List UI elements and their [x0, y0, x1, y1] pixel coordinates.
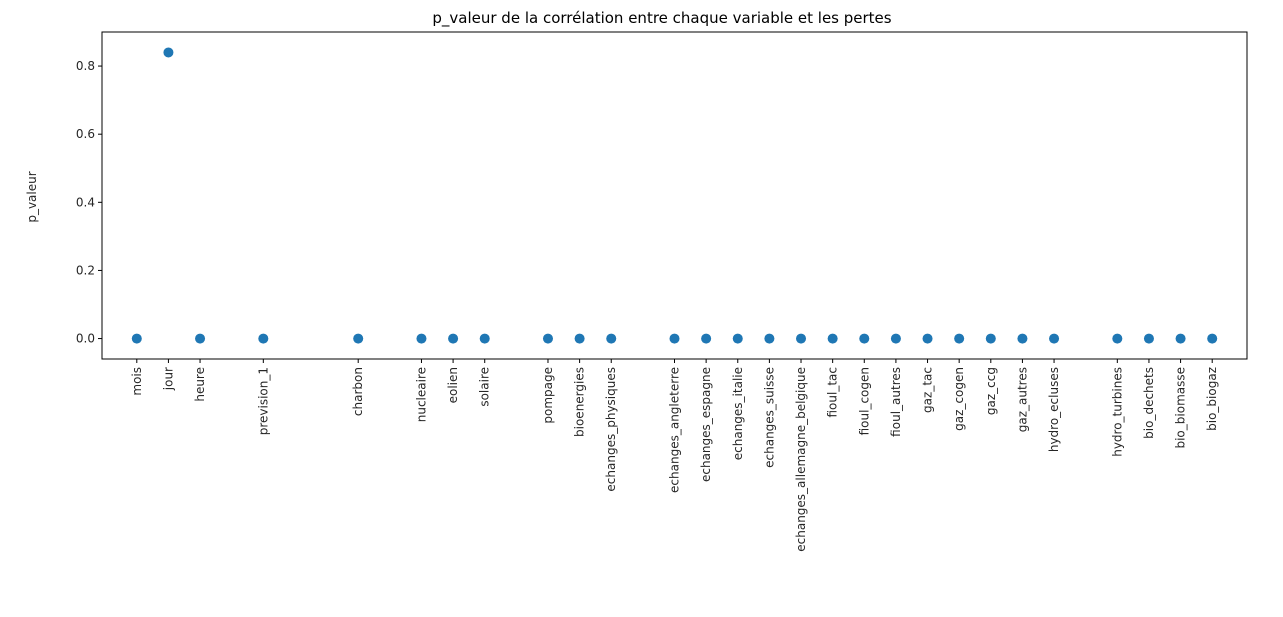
x-tick-label: fioul_cogen	[857, 367, 871, 435]
data-point-gaz-tac	[922, 333, 933, 344]
x-tick-label: echanges_suisse	[762, 367, 776, 468]
y-axis-label: p_valeur	[25, 171, 39, 222]
data-point-echanges-allemagne-belgique	[796, 333, 807, 344]
data-point-bio-biogaz	[1207, 333, 1218, 344]
y-tick-label: 0.0	[76, 332, 95, 346]
data-point-solaire	[479, 333, 490, 344]
data-point-nucleaire	[416, 333, 427, 344]
data-points	[131, 47, 1218, 344]
y-tick-label: 0.8	[76, 59, 95, 73]
x-tick-label: echanges_espagne	[699, 367, 713, 482]
data-point-hydro-ecluses	[1049, 333, 1060, 344]
x-tick-label: gaz_tac	[921, 367, 935, 413]
x-tick-label: pompage	[541, 367, 555, 424]
data-point-prevision-1	[258, 333, 269, 344]
plot-area-frame	[101, 31, 1248, 360]
x-tick-label: fioul_autres	[889, 367, 903, 437]
x-tick-label: prevision_1	[256, 367, 270, 435]
data-point-gaz-autres	[1017, 333, 1028, 344]
data-point-echanges-physiques	[606, 333, 617, 344]
x-tick-label: mois	[130, 367, 144, 396]
chart-title: p_valeur de la corrélation entre chaque …	[432, 9, 891, 28]
data-point-fioul-tac	[827, 333, 838, 344]
x-tick-label: bio_dechets	[1142, 367, 1156, 439]
data-point-eolien	[448, 333, 459, 344]
data-point-bio-biomasse	[1175, 333, 1186, 344]
data-point-echanges-suisse	[764, 333, 775, 344]
x-tick-label: solaire	[478, 367, 492, 407]
data-point-bioenergies	[574, 333, 585, 344]
x-tick-label: hydro_ecluses	[1047, 367, 1061, 452]
x-tick-label: echanges_allemagne_belgique	[794, 367, 808, 552]
data-point-fioul-cogen	[859, 333, 870, 344]
x-tick-label: echanges_angleterre	[668, 367, 682, 493]
y-tick-label: 0.6	[76, 127, 95, 141]
x-tick-label: gaz_ccg	[984, 367, 998, 415]
data-point-pompage	[542, 333, 553, 344]
x-tick-label: bioenergies	[573, 367, 587, 437]
x-tick-label: bio_biomasse	[1174, 367, 1188, 449]
x-tick-label: hydro_turbines	[1110, 367, 1124, 457]
x-tick-label: bio_biogaz	[1205, 367, 1219, 431]
data-point-charbon	[353, 333, 364, 344]
data-point-jour	[163, 47, 174, 58]
x-tick-label: echanges_italie	[731, 367, 745, 460]
y-tick-label: 0.4	[76, 195, 95, 209]
y-tick-label: 0.2	[76, 263, 95, 277]
x-tick-label: gaz_cogen	[952, 367, 966, 431]
x-tick-label: eolien	[446, 367, 460, 403]
x-axis-ticks: mois jour heure prevision_1 charbon nucleaire…	[130, 359, 1219, 552]
x-tick-label: echanges_physiques	[604, 367, 618, 492]
data-point-echanges-angleterre	[669, 333, 680, 344]
data-point-gaz-ccg	[985, 333, 996, 344]
x-tick-label: heure	[193, 367, 207, 402]
data-point-hydro-turbines	[1112, 333, 1123, 344]
data-point-echanges-italie	[732, 333, 743, 344]
y-axis-ticks: 0.0 0.2 0.4 0.6 0.8	[76, 59, 102, 346]
data-point-bio-dechets	[1143, 333, 1154, 344]
x-tick-label: fioul_tac	[826, 367, 840, 418]
data-point-heure	[195, 333, 206, 344]
data-point-echanges-espagne	[701, 333, 712, 344]
x-tick-label: charbon	[351, 367, 365, 416]
data-point-gaz-cogen	[954, 333, 965, 344]
data-point-mois	[131, 333, 142, 344]
data-point-fioul-autres	[890, 333, 901, 344]
x-tick-label: gaz_autres	[1015, 367, 1029, 432]
x-tick-label: jour	[161, 367, 175, 391]
x-tick-label: nucleaire	[414, 367, 428, 422]
